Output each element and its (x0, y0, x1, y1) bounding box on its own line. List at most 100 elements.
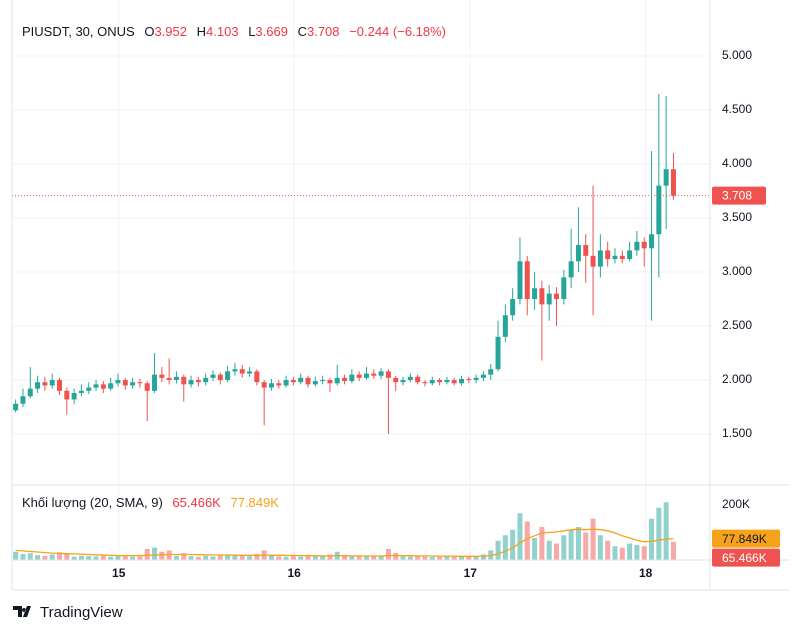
candle-body (502, 315, 508, 337)
candle-body (649, 234, 655, 249)
volume-bar (108, 556, 114, 560)
candle-body (619, 255, 625, 260)
volume-bar (656, 507, 662, 560)
y2-tick-label: 200K (722, 497, 750, 511)
volume-bar (254, 553, 260, 560)
candle-body (583, 245, 589, 256)
volume-bar (320, 556, 326, 560)
y-tick-label: 5.000 (722, 48, 752, 62)
candle-body (108, 383, 114, 389)
y-tick-label: 2.000 (722, 372, 752, 386)
candle-body (320, 380, 326, 382)
marks (12, 93, 710, 560)
volume-bar (188, 556, 194, 560)
candle-body (612, 255, 618, 260)
candle-body (444, 380, 450, 383)
volume-bar (385, 548, 391, 560)
volume-bar (510, 529, 516, 560)
candle-body (144, 383, 150, 391)
volume-bar (159, 551, 165, 560)
volume-bar (451, 556, 457, 560)
candle-body (422, 382, 428, 384)
volume-bar (173, 555, 179, 560)
candle-body (378, 371, 384, 376)
volume-bar (166, 550, 172, 560)
volume-bar (86, 556, 92, 560)
candle-body (181, 376, 187, 385)
volume-bar (239, 555, 245, 560)
volume-bar (561, 535, 567, 560)
candle-body (327, 380, 333, 384)
volume-bar (327, 554, 333, 560)
volume-bar (619, 547, 625, 560)
volume-bar (210, 556, 216, 560)
volume-bar (539, 526, 545, 560)
volume-bar (583, 532, 589, 560)
volume-bar (298, 556, 304, 560)
volume-bar (400, 556, 406, 560)
candle-body (71, 392, 77, 400)
candle-body (290, 380, 296, 383)
volume-bar (122, 556, 128, 560)
candle-body (400, 380, 406, 383)
candle-body (480, 374, 486, 378)
volume-legend-sma: 77.849K (230, 495, 279, 510)
volume-bar (393, 553, 399, 560)
volume-bar (554, 543, 560, 560)
volume-bar (283, 556, 289, 560)
candle-body (195, 380, 201, 383)
volume-bar (605, 540, 611, 560)
volume-bar (232, 555, 238, 560)
volume-bar (290, 556, 296, 560)
volume-bar (627, 543, 633, 560)
volume-bar (42, 555, 48, 560)
volume-bar (268, 555, 274, 560)
candle-body (641, 241, 647, 249)
candle-body (49, 380, 55, 386)
grid (12, 0, 710, 560)
candle-body (305, 377, 311, 385)
volume-bar (575, 526, 581, 560)
volume-bar (429, 556, 435, 560)
candle-body (510, 299, 516, 316)
volume-bar (181, 553, 187, 560)
candle-body (627, 250, 633, 260)
candle-body (283, 380, 289, 386)
volume-bar (247, 556, 253, 560)
candle-body (334, 377, 340, 384)
candle-body (20, 396, 26, 404)
candle-body (86, 387, 92, 391)
volume-bar (524, 521, 530, 560)
candle-body (93, 384, 99, 388)
volume-bar (466, 556, 472, 560)
volume-bar (305, 555, 311, 560)
last-price-tag (712, 186, 766, 205)
volume-bar (342, 556, 348, 560)
volume-bar (64, 553, 70, 560)
volume-bar (473, 555, 479, 560)
candle-body (597, 250, 603, 267)
volume-bar (312, 556, 318, 560)
open-value: 3.952 (154, 24, 187, 39)
y-tick-label: 4.500 (722, 102, 752, 116)
volume-bar (495, 540, 501, 560)
candle-body (130, 382, 136, 386)
candle-body (261, 382, 267, 388)
candle-body (524, 261, 530, 300)
candle-body (298, 377, 304, 383)
volume-bar (641, 546, 647, 560)
close-label: C (298, 24, 307, 39)
candle-body (517, 261, 523, 300)
volume-bar (634, 544, 640, 560)
candle-body (122, 380, 128, 386)
x-tick-label: 16 (287, 566, 301, 580)
close-value: 3.708 (307, 24, 340, 39)
candle-body (100, 384, 106, 389)
volume-bar (517, 513, 523, 560)
candle-body (349, 374, 355, 382)
volume-bar (532, 537, 538, 560)
volume-bar (349, 555, 355, 560)
volume-bar (444, 556, 450, 560)
